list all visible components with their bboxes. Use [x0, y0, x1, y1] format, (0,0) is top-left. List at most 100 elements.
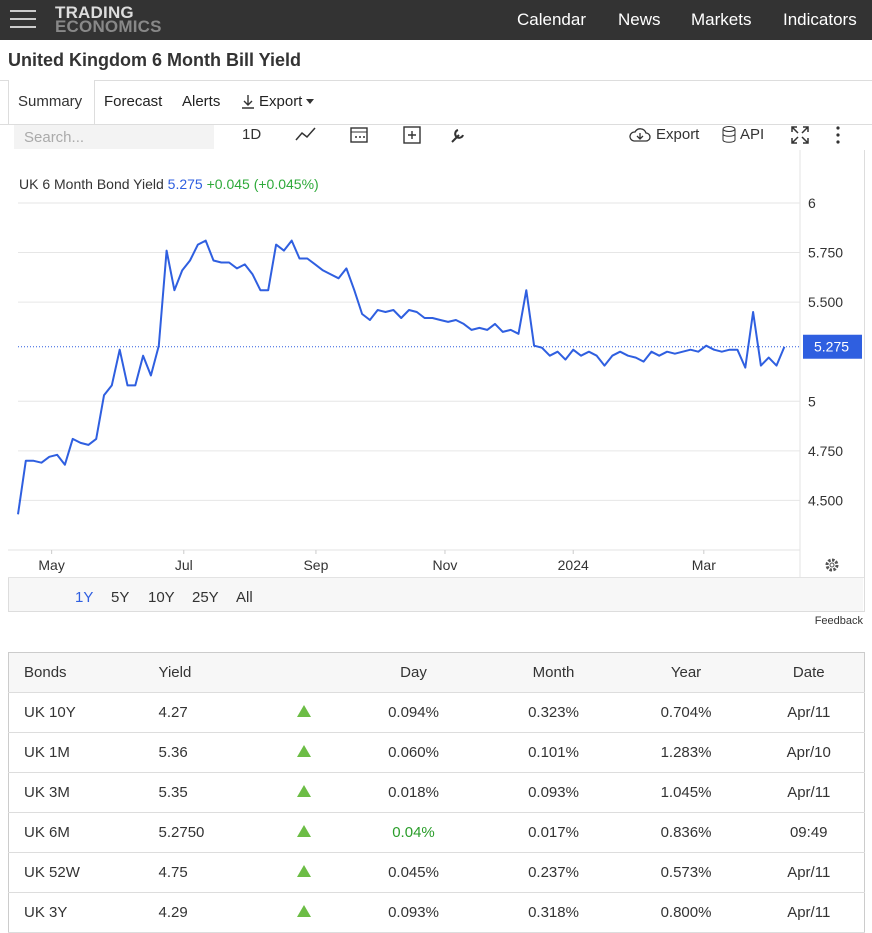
menu-icon[interactable]: [10, 8, 36, 30]
bonds-table: Bonds Yield Day Month Year Date UK 10Y 4.…: [8, 652, 865, 933]
table-cell: 0.045%: [338, 852, 489, 893]
search-placeholder: Search...: [24, 129, 85, 146]
table-cell: 0.017%: [488, 812, 619, 853]
table-cell: UK 3Y: [8, 892, 159, 933]
table-cell: 0.060%: [338, 732, 489, 773]
x-tick-label: 2024: [558, 557, 589, 573]
up-arrow: [296, 865, 311, 877]
api-button[interactable]: API: [740, 126, 765, 143]
table-cell: 0.101%: [488, 732, 619, 773]
search-box[interactable]: Search...: [14, 125, 214, 149]
header-cell: Day: [338, 652, 489, 693]
y-tick-label: 5.750: [808, 245, 843, 261]
table-row[interactable]: UK 6M 5.2750 0.04% 0.017% 0.836% 09:49: [8, 812, 865, 853]
table-row[interactable]: UK 52W 4.75 0.045% 0.237% 0.573% Apr/11: [8, 852, 865, 893]
feedback-link[interactable]: Feedback: [814, 615, 863, 627]
tab[interactable]: Forecast: [104, 93, 163, 110]
table-cell: Apr/11: [753, 892, 865, 933]
interval-button[interactable]: 1D: [242, 126, 262, 143]
last-value-label: 5.275: [814, 339, 849, 355]
table-cell: 0.318%: [488, 892, 619, 933]
download-icon: [242, 95, 254, 109]
caret: [306, 99, 314, 104]
legend: UK 6 Month Bond Yield 5.275 +0.045 (+0.0…: [19, 176, 319, 192]
tabs-divider: [0, 124, 872, 125]
x-tick-label: Nov: [433, 557, 458, 573]
tab-active[interactable]: [8, 80, 95, 125]
y-tick-label: 4.500: [808, 492, 843, 508]
table-row[interactable]: UK 3M 5.35 0.018% 0.093% 1.045% Apr/11: [8, 772, 865, 813]
logo-top[interactable]: TRADING: [55, 3, 134, 22]
range-bar: [9, 578, 863, 611]
cloud-icon: [629, 128, 651, 142]
up-arrow: [296, 745, 311, 757]
table-header: Bonds Yield Day Month Year Date: [8, 652, 865, 693]
range-button[interactable]: All: [236, 589, 253, 606]
y-tick-label: 5.500: [808, 294, 843, 310]
up-arrow: [296, 705, 311, 717]
table-cell: 0.094%: [338, 692, 489, 733]
table-cell: Apr/11: [753, 852, 865, 893]
table-cell: [268, 852, 339, 893]
fullscreen-menu-icons[interactable]: [790, 125, 850, 145]
table-cell: 0.836%: [618, 812, 754, 853]
nav-link[interactable]: News: [618, 10, 661, 29]
table-cell: Apr/11: [753, 692, 865, 733]
x-tick-label: Sep: [303, 557, 328, 573]
page-title: United Kingdom 6 Month Bill Yield: [8, 50, 301, 70]
tab[interactable]: Summary: [18, 93, 83, 110]
chart-bottom: [8, 577, 864, 578]
export-button[interactable]: Export: [656, 126, 700, 143]
table-cell: 0.704%: [618, 692, 754, 733]
x-tick-label: Mar: [692, 557, 716, 573]
nav-link[interactable]: Indicators: [783, 10, 857, 29]
table-cell: UK 6M: [8, 812, 159, 853]
nav-link[interactable]: Markets: [691, 10, 752, 29]
table-body: UK 10Y 4.27 0.094% 0.323% 0.704% Apr/11 UK 1M 5…: [8, 692, 865, 933]
table-cell: [268, 812, 339, 853]
table-cell: Apr/11: [753, 772, 865, 813]
table-row[interactable]: UK 3Y 4.29 0.093% 0.318% 0.800% Apr/11: [8, 892, 865, 933]
table-row[interactable]: UK 10Y 4.27 0.094% 0.323% 0.704% Apr/11: [8, 692, 865, 733]
header-cell: Bonds: [8, 652, 159, 693]
logo-bottom[interactable]: ECONOMICS: [55, 17, 162, 36]
range-button[interactable]: 1Y: [75, 589, 94, 606]
header-cell: Yield: [158, 652, 269, 693]
table-cell: 09:49: [753, 812, 865, 853]
db-icon: [722, 126, 736, 143]
table-cell: 0.04%: [338, 812, 489, 853]
table-cell: UK 52W: [8, 852, 159, 893]
header-cell: Date: [753, 652, 865, 693]
table-cell: 1.045%: [618, 772, 754, 813]
legend-change: +0.045 (+0.045%): [207, 176, 319, 192]
table-cell: 0.573%: [618, 852, 754, 893]
nav-link[interactable]: Calendar: [517, 10, 586, 29]
table-cell: 0.237%: [488, 852, 619, 893]
up-arrow: [296, 905, 311, 917]
table-cell: [268, 772, 339, 813]
last-value-box: [803, 334, 862, 359]
table-cell: UK 10Y: [8, 692, 159, 733]
table-cell: 0.093%: [338, 892, 489, 933]
up-arrow: [296, 825, 311, 837]
legend-name: UK 6 Month Bond Yield: [19, 176, 164, 192]
tab[interactable]: Alerts: [182, 93, 221, 110]
table-cell: 4.75: [158, 852, 269, 893]
chart: 4.500 4.750 5 5.500 5.750 6 May Jul Sep Nov 2024 Ma…: [8, 150, 864, 578]
table-cell: 5.36: [158, 732, 269, 773]
table-cell: Apr/10: [753, 732, 865, 773]
table-row[interactable]: UK 1M 5.36 0.060% 0.101% 1.283% Apr/10: [8, 732, 865, 773]
settings-icon[interactable]: [823, 556, 841, 574]
series-line: [17, 239, 786, 515]
up-arrow: [296, 785, 311, 797]
top-nav: TRADING ECONOMICS Calendar News Markets …: [0, 0, 872, 40]
tool-icons[interactable]: [294, 126, 474, 146]
header-cell: [268, 652, 339, 693]
tab[interactable]: Export: [259, 93, 303, 110]
range-button[interactable]: 5Y: [111, 589, 130, 606]
range-button[interactable]: 25Y: [192, 589, 219, 606]
header-cell: Year: [618, 652, 754, 693]
range-button[interactable]: 10Y: [148, 589, 175, 606]
table-cell: 0.018%: [338, 772, 489, 813]
table-cell: [268, 692, 339, 733]
